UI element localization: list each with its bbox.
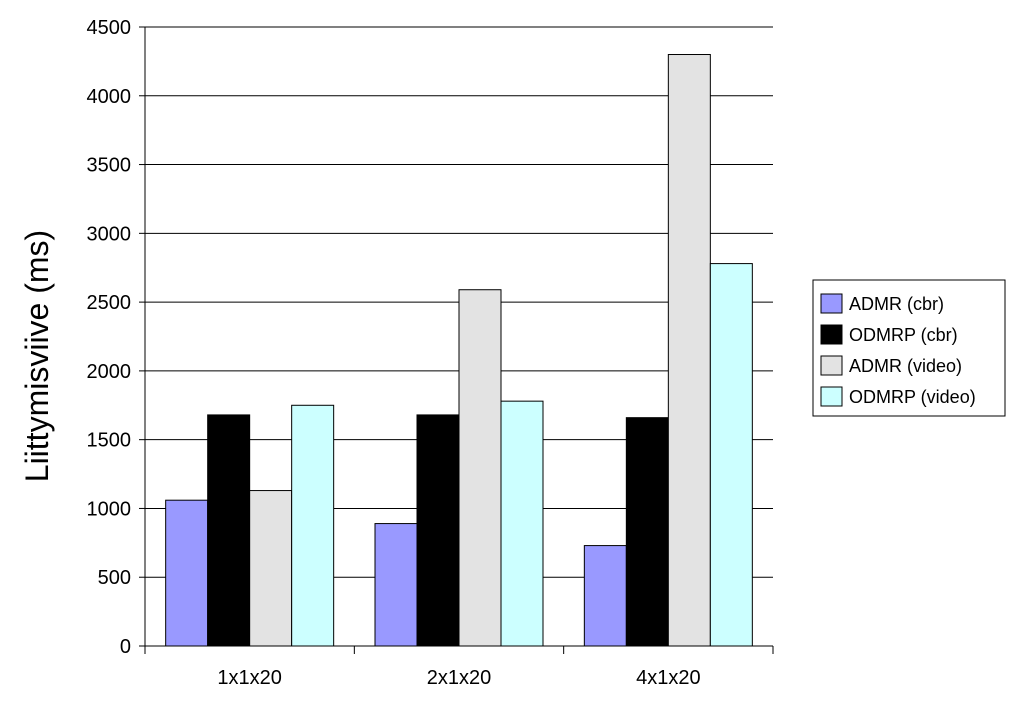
y-tick-label: 4500 [87,17,132,39]
bar [207,414,251,647]
x-tick-label: 1x1x20 [217,667,282,689]
y-tick-label: 1000 [87,498,132,520]
bar [667,54,711,647]
bar [165,499,209,647]
bar [291,404,335,647]
x-tick-label: 4x1x20 [636,667,701,689]
bars [165,54,753,647]
y-tick-label: 1500 [87,430,132,452]
y-tick-label: 2500 [87,292,132,314]
bar [709,263,753,647]
bar [500,400,544,647]
legend-swatch [820,293,843,314]
y-tick-label: 3000 [87,223,132,245]
legend-swatch [820,324,843,345]
y-tick-label: 3500 [87,155,132,177]
bar [249,490,293,647]
bar [583,545,627,647]
legend-swatch [820,355,843,376]
y-tick-label: 0 [120,636,131,658]
bar [416,414,460,647]
bar [625,417,669,647]
bar [458,289,502,647]
legend-entry: ADMR (video) [849,356,962,376]
legend-swatch [820,386,843,407]
y-tick-label: 4000 [87,86,132,108]
legend-entry: ODMRP (cbr) [849,325,958,345]
legend-box [812,279,1006,417]
y-tick-label: 500 [98,567,131,589]
tick-labels: 0 500 1000 1500 2000 2500 3000 3500 4000 4500 1x1x… [87,17,701,689]
y-tick-label: 2000 [87,361,132,383]
legend: ADMR (cbr) ODMRP (cbr) ADMR (video) ODMRP (… [812,279,1006,417]
legend-entry: ODMRP (video) [849,387,976,407]
x-tick-label: 2x1x20 [427,667,492,689]
legend-entry: ADMR (cbr) [849,294,944,314]
y-axis-label: Liittymisviive (ms) [19,230,55,482]
axes [139,26,774,654]
bar [374,523,418,647]
